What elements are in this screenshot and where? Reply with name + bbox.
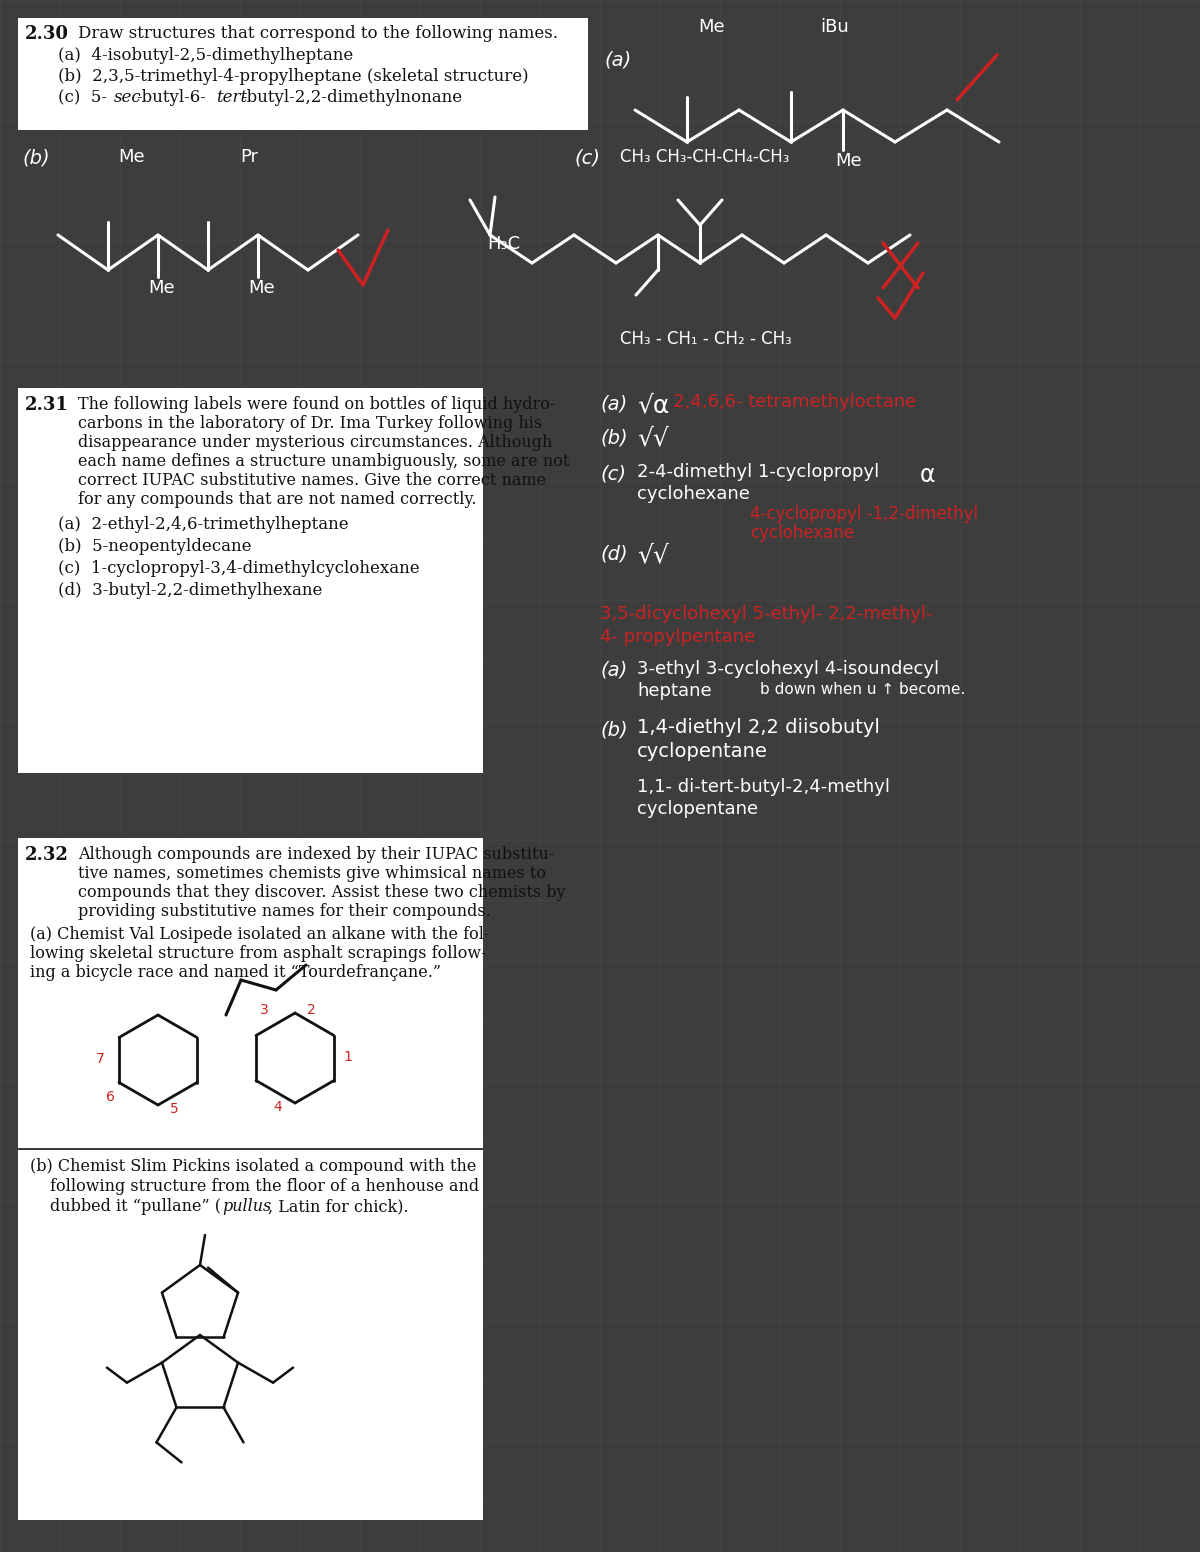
Text: (a): (a) bbox=[600, 396, 628, 414]
Text: 2: 2 bbox=[307, 1003, 316, 1017]
Text: lowing skeletal structure from asphalt scrapings follow-: lowing skeletal structure from asphalt s… bbox=[30, 945, 487, 962]
Text: 3-ethyl 3-cyclohexyl 4-isoundecyl: 3-ethyl 3-cyclohexyl 4-isoundecyl bbox=[637, 660, 940, 678]
Bar bbox=[18, 838, 482, 1148]
Text: (b): (b) bbox=[22, 147, 49, 168]
Text: (a)  4-isobutyl-2,5-dimethylheptane: (a) 4-isobutyl-2,5-dimethylheptane bbox=[58, 47, 353, 64]
Text: -butyl-6-: -butyl-6- bbox=[136, 88, 206, 106]
Bar bbox=[18, 1150, 482, 1519]
Text: (c): (c) bbox=[575, 147, 601, 168]
Text: cyclopentane: cyclopentane bbox=[637, 799, 758, 818]
Text: following structure from the floor of a henhouse and: following structure from the floor of a … bbox=[50, 1178, 479, 1195]
Text: 2.30: 2.30 bbox=[25, 25, 70, 43]
Text: CH₃ - CH₁ - CH₂ - CH₃: CH₃ - CH₁ - CH₂ - CH₃ bbox=[620, 331, 792, 348]
Text: (b)  5-neopentyldecane: (b) 5-neopentyldecane bbox=[58, 539, 252, 556]
Text: Me: Me bbox=[698, 19, 725, 36]
Text: iBu: iBu bbox=[820, 19, 848, 36]
Text: 5: 5 bbox=[170, 1102, 179, 1116]
Text: 3: 3 bbox=[260, 1003, 269, 1017]
Text: (b) Chemist Slim Pickins isolated a compound with the: (b) Chemist Slim Pickins isolated a comp… bbox=[30, 1158, 476, 1175]
Text: √√: √√ bbox=[637, 543, 668, 566]
Text: (d)  3-butyl-2,2-dimethylhexane: (d) 3-butyl-2,2-dimethylhexane bbox=[58, 582, 323, 599]
Text: tert: tert bbox=[216, 88, 247, 106]
Text: (b): (b) bbox=[600, 428, 628, 447]
Text: cyclopentane: cyclopentane bbox=[637, 742, 768, 760]
Text: Draw structures that correspond to the following names.: Draw structures that correspond to the f… bbox=[78, 25, 558, 42]
Text: for any compounds that are not named correctly.: for any compounds that are not named cor… bbox=[78, 490, 476, 508]
Text: (c)  5-: (c) 5- bbox=[58, 88, 107, 106]
Text: (b): (b) bbox=[600, 720, 628, 739]
Bar bbox=[18, 388, 482, 773]
Text: 2.32: 2.32 bbox=[25, 846, 68, 864]
Text: 1,1- di-tert-butyl-2,4-methyl: 1,1- di-tert-butyl-2,4-methyl bbox=[637, 778, 890, 796]
Text: α: α bbox=[920, 462, 936, 487]
Text: tive names, sometimes chemists give whimsical names to: tive names, sometimes chemists give whim… bbox=[78, 864, 546, 882]
Text: 3,5-dicyclohexyl 5-ethyl- 2,2-methyl-: 3,5-dicyclohexyl 5-ethyl- 2,2-methyl- bbox=[600, 605, 932, 622]
Text: (a): (a) bbox=[600, 660, 628, 680]
Text: pullus: pullus bbox=[222, 1198, 271, 1215]
Text: carbons in the laboratory of Dr. Ima Turkey following his: carbons in the laboratory of Dr. Ima Tur… bbox=[78, 414, 542, 431]
Text: Me: Me bbox=[835, 152, 862, 171]
Text: b down when u ↑ become.: b down when u ↑ become. bbox=[760, 681, 965, 697]
Text: cyclohexane: cyclohexane bbox=[637, 484, 750, 503]
Text: sec: sec bbox=[114, 88, 142, 106]
Text: Me: Me bbox=[248, 279, 275, 296]
Text: disappearance under mysterious circumstances. Although: disappearance under mysterious circumsta… bbox=[78, 435, 552, 452]
Text: correct IUPAC substitutive names. Give the correct name: correct IUPAC substitutive names. Give t… bbox=[78, 472, 546, 489]
Text: √α: √α bbox=[637, 393, 670, 417]
Text: (a): (a) bbox=[605, 50, 632, 68]
Text: ing a bicycle race and named it “Tourdefrançane.”: ing a bicycle race and named it “Tourdef… bbox=[30, 964, 442, 981]
Text: 4- propylpentane: 4- propylpentane bbox=[600, 629, 755, 646]
Text: Me: Me bbox=[118, 147, 145, 166]
Text: (d): (d) bbox=[600, 545, 628, 563]
Text: 7: 7 bbox=[96, 1052, 104, 1066]
Text: (b)  2,3,5-trimethyl-4-propylheptane (skeletal structure): (b) 2,3,5-trimethyl-4-propylheptane (ske… bbox=[58, 68, 529, 85]
Text: , Latin for chick).: , Latin for chick). bbox=[268, 1198, 409, 1215]
Text: (a) Chemist Val Losipede isolated an alkane with the fol-: (a) Chemist Val Losipede isolated an alk… bbox=[30, 927, 490, 944]
Text: 4: 4 bbox=[274, 1100, 282, 1114]
Text: Pr: Pr bbox=[240, 147, 258, 166]
Text: each name defines a structure unambiguously, some are not: each name defines a structure unambiguou… bbox=[78, 453, 569, 470]
Text: 4-cyclopropyl -1,2-dimethyl: 4-cyclopropyl -1,2-dimethyl bbox=[750, 504, 978, 523]
Text: providing substitutive names for their compounds.: providing substitutive names for their c… bbox=[78, 903, 491, 920]
Text: 6: 6 bbox=[106, 1090, 115, 1103]
Bar bbox=[18, 19, 588, 130]
Text: (c)  1-cyclopropyl-3,4-dimethylcyclohexane: (c) 1-cyclopropyl-3,4-dimethylcyclohexan… bbox=[58, 560, 420, 577]
Text: Although compounds are indexed by their IUPAC substitu-: Although compounds are indexed by their … bbox=[78, 846, 554, 863]
Text: 2-4-dimethyl 1-cyclopropyl: 2-4-dimethyl 1-cyclopropyl bbox=[637, 462, 880, 481]
Text: (a)  2-ethyl-2,4,6-trimethylheptane: (a) 2-ethyl-2,4,6-trimethylheptane bbox=[58, 515, 349, 532]
Text: dubbed it “pullane” (: dubbed it “pullane” ( bbox=[50, 1198, 221, 1215]
Text: √√: √√ bbox=[637, 425, 668, 450]
Text: 2,4,6,6- tetramethyloctane: 2,4,6,6- tetramethyloctane bbox=[673, 393, 917, 411]
Text: compounds that they discover. Assist these two chemists by: compounds that they discover. Assist the… bbox=[78, 885, 565, 902]
Text: Me: Me bbox=[148, 279, 175, 296]
Text: H₃C: H₃C bbox=[487, 234, 520, 253]
Text: (c): (c) bbox=[600, 466, 626, 484]
Text: 1,4-diethyl 2,2 diisobutyl: 1,4-diethyl 2,2 diisobutyl bbox=[637, 719, 880, 737]
Text: heptane: heptane bbox=[637, 681, 712, 700]
Text: 1: 1 bbox=[343, 1051, 352, 1065]
Text: 2.31: 2.31 bbox=[25, 396, 68, 414]
Text: CH₃ CH₃-CH-CH₄-CH₃: CH₃ CH₃-CH-CH₄-CH₃ bbox=[620, 147, 790, 166]
Text: cyclohexane: cyclohexane bbox=[750, 525, 854, 542]
Text: The following labels were found on bottles of liquid hydro-: The following labels were found on bottl… bbox=[78, 396, 556, 413]
Text: -butyl-2,2-dimethylnonane: -butyl-2,2-dimethylnonane bbox=[241, 88, 462, 106]
